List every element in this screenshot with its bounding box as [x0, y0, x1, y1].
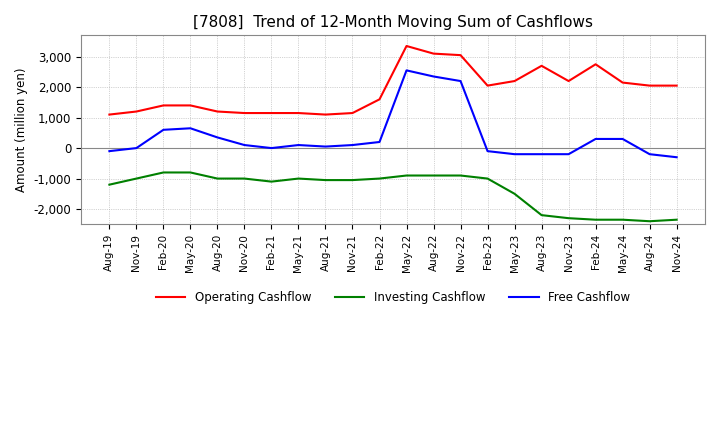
Investing Cashflow: [375, 176, 384, 181]
Investing Cashflow: [321, 177, 330, 183]
Free Cashflow: [159, 127, 168, 132]
Operating Cashflow: [510, 78, 519, 84]
Free Cashflow: [132, 146, 140, 151]
Free Cashflow: [213, 135, 222, 140]
Free Cashflow: [591, 136, 600, 142]
Free Cashflow: [321, 144, 330, 149]
Operating Cashflow: [564, 78, 573, 84]
Operating Cashflow: [456, 52, 465, 58]
Operating Cashflow: [375, 97, 384, 102]
Free Cashflow: [456, 78, 465, 84]
Investing Cashflow: [348, 177, 357, 183]
Free Cashflow: [348, 143, 357, 148]
Investing Cashflow: [456, 173, 465, 178]
Free Cashflow: [564, 151, 573, 157]
Operating Cashflow: [321, 112, 330, 117]
Operating Cashflow: [429, 51, 438, 56]
Investing Cashflow: [483, 176, 492, 181]
Investing Cashflow: [591, 217, 600, 222]
Line: Free Cashflow: Free Cashflow: [109, 70, 677, 157]
Investing Cashflow: [429, 173, 438, 178]
Investing Cashflow: [510, 191, 519, 196]
Operating Cashflow: [294, 110, 303, 116]
Investing Cashflow: [240, 176, 249, 181]
Operating Cashflow: [645, 83, 654, 88]
Free Cashflow: [483, 148, 492, 154]
Investing Cashflow: [105, 182, 114, 187]
Free Cashflow: [537, 151, 546, 157]
Free Cashflow: [402, 68, 411, 73]
Operating Cashflow: [618, 80, 627, 85]
Free Cashflow: [510, 151, 519, 157]
Operating Cashflow: [159, 103, 168, 108]
Free Cashflow: [618, 136, 627, 142]
Investing Cashflow: [294, 176, 303, 181]
Line: Investing Cashflow: Investing Cashflow: [109, 172, 677, 221]
Investing Cashflow: [618, 217, 627, 222]
Operating Cashflow: [672, 83, 681, 88]
Free Cashflow: [240, 143, 249, 148]
Operating Cashflow: [402, 44, 411, 49]
Operating Cashflow: [213, 109, 222, 114]
Operating Cashflow: [132, 109, 140, 114]
Free Cashflow: [645, 151, 654, 157]
Operating Cashflow: [348, 110, 357, 116]
Investing Cashflow: [267, 179, 276, 184]
Free Cashflow: [186, 126, 194, 131]
Free Cashflow: [294, 143, 303, 148]
Investing Cashflow: [159, 170, 168, 175]
Title: [7808]  Trend of 12-Month Moving Sum of Cashflows: [7808] Trend of 12-Month Moving Sum of C…: [193, 15, 593, 30]
Investing Cashflow: [537, 213, 546, 218]
Line: Operating Cashflow: Operating Cashflow: [109, 46, 677, 114]
Investing Cashflow: [402, 173, 411, 178]
Investing Cashflow: [645, 219, 654, 224]
Free Cashflow: [429, 74, 438, 79]
Free Cashflow: [375, 139, 384, 145]
Investing Cashflow: [564, 216, 573, 221]
Investing Cashflow: [213, 176, 222, 181]
Legend: Operating Cashflow, Investing Cashflow, Free Cashflow: Operating Cashflow, Investing Cashflow, …: [151, 286, 635, 309]
Operating Cashflow: [591, 62, 600, 67]
Operating Cashflow: [537, 63, 546, 69]
Operating Cashflow: [267, 110, 276, 116]
Operating Cashflow: [105, 112, 114, 117]
Free Cashflow: [105, 148, 114, 154]
Investing Cashflow: [186, 170, 194, 175]
Free Cashflow: [672, 154, 681, 160]
Y-axis label: Amount (million yen): Amount (million yen): [15, 68, 28, 192]
Investing Cashflow: [672, 217, 681, 222]
Free Cashflow: [267, 146, 276, 151]
Operating Cashflow: [186, 103, 194, 108]
Operating Cashflow: [483, 83, 492, 88]
Investing Cashflow: [132, 176, 140, 181]
Operating Cashflow: [240, 110, 249, 116]
